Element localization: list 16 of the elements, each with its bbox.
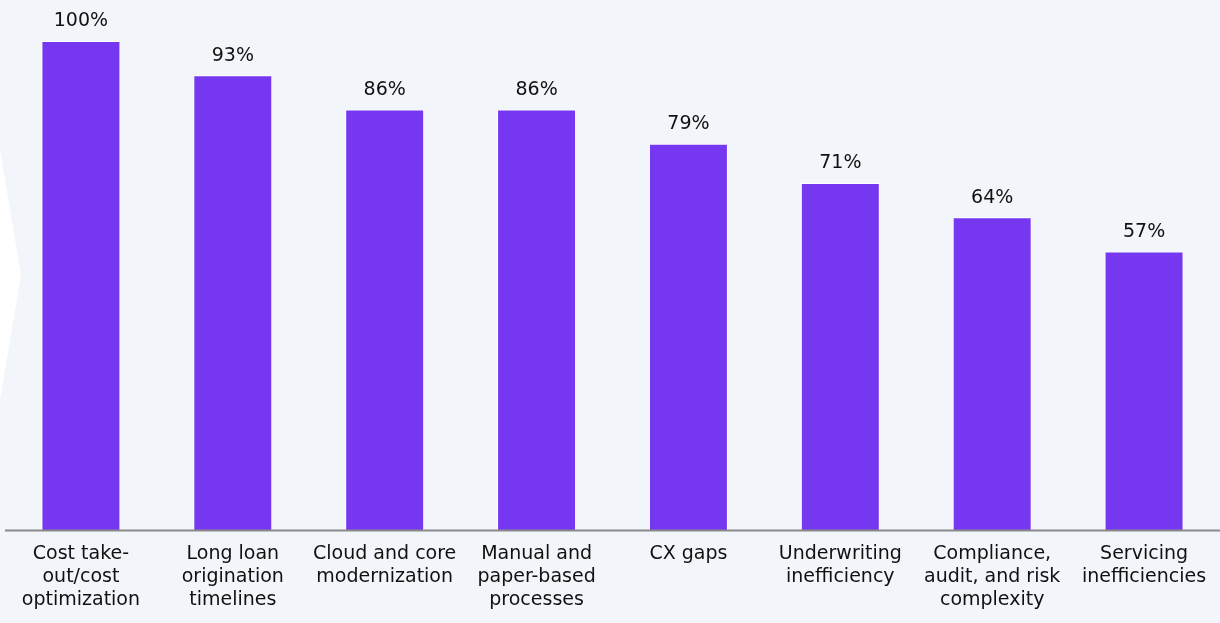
x-tick-label: Servicing inefficiencies: [1081, 540, 1207, 586]
x-tick-label: Manual and paper-based processes: [477, 540, 596, 609]
data-label: 86%: [363, 76, 406, 99]
data-label: 64%: [971, 184, 1014, 207]
x-tick-label: Cost take-out/cost optimization: [21, 540, 141, 609]
data-label: 71%: [819, 150, 862, 173]
x-tick-label: CX gaps: [649, 540, 728, 563]
data-label: 79%: [667, 111, 710, 134]
x-tick-label: Long loan origination timelines: [181, 540, 284, 609]
data-label: 86%: [515, 76, 558, 99]
x-tick-label: Cloud and core modernization: [313, 540, 457, 586]
x-tick-label: Compliance, audit, and risk complexity: [924, 540, 1061, 609]
data-label: 93%: [211, 42, 254, 65]
data-label: 100%: [53, 8, 109, 31]
x-tick-label: Underwriting inefficiency: [778, 540, 902, 586]
data-label: 57%: [1122, 218, 1166, 241]
